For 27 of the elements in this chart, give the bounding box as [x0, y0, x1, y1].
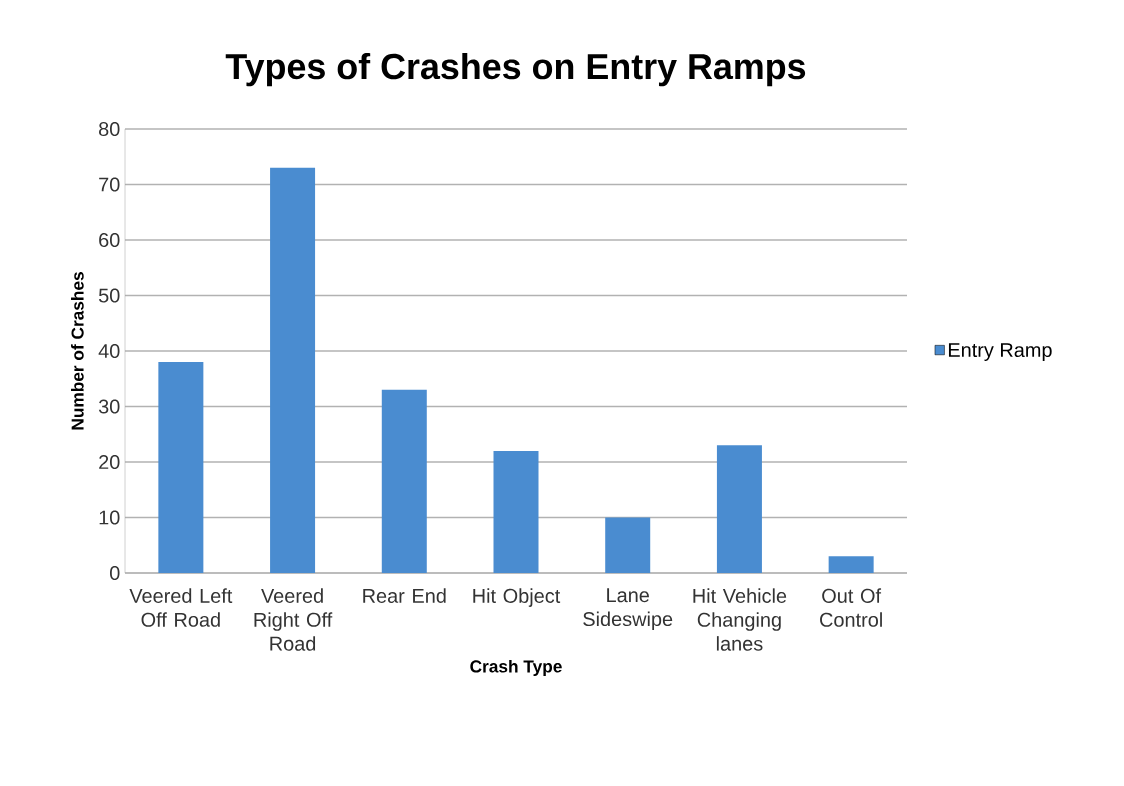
y-tick-label: 70 [99, 177, 120, 192]
bar [605, 517, 651, 573]
bar [828, 556, 874, 573]
bar [158, 362, 204, 573]
y-tick-label: 80 [99, 121, 120, 137]
y-tick-label: 50 [98, 288, 120, 303]
bar [381, 389, 427, 573]
chart-title: Types of Crashes on Entry Ramps [225, 52, 806, 87]
x-tick-label: Out Of Control [820, 588, 882, 627]
y-tick-label: 0 [110, 565, 120, 581]
bar [716, 445, 762, 573]
x-tick-label: Veered Left Off Road [129, 588, 233, 627]
bar [493, 450, 539, 573]
x-tick-label: Rear End [363, 588, 446, 603]
y-tick-label: 20 [99, 454, 120, 470]
x-tick-label: Hit Vehicle Changing lanes [693, 588, 787, 651]
legend-label: Entry Ramp [948, 343, 1052, 361]
x-tick-label: Hit Object [473, 588, 561, 607]
y-axis-title: Number of Crashes [71, 272, 84, 430]
y-tick-label: 40 [98, 343, 120, 359]
y-tick-label: 30 [98, 399, 120, 414]
y-tick-label: 60 [99, 232, 120, 248]
x-tick-label: Lane Sideswipe [583, 588, 673, 631]
bar [270, 167, 316, 573]
x-axis-title: Crash Type [470, 659, 562, 676]
x-tick-label: Veered Right Off Road [254, 588, 333, 651]
y-tick-label: 10 [99, 510, 120, 525]
